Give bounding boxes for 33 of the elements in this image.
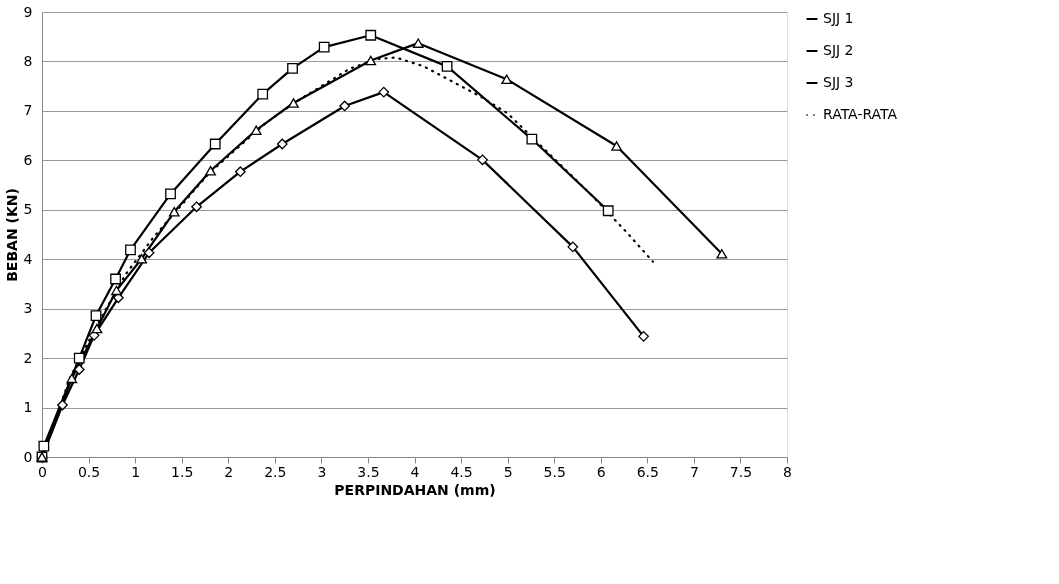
y-tick-label: 8	[23, 52, 33, 69]
y-tick-label: 3	[23, 300, 33, 317]
y-tick-label: 4	[23, 250, 33, 267]
x-tick-label: 6.5	[636, 463, 659, 480]
y-axis-title: BEBAN (KN)	[3, 188, 20, 282]
x-tick-label: 3.5	[357, 463, 380, 480]
y-tick-label: 7	[23, 102, 33, 119]
x-tick-label: 7.5	[729, 463, 753, 480]
y-tick-label: 0	[23, 448, 33, 465]
x-tick-label: 4	[410, 463, 420, 480]
x-tick-label: 8	[783, 463, 792, 480]
x-tick-label: 1	[131, 463, 141, 480]
y-tick-label: 1	[23, 399, 33, 416]
x-tick-label: 0.5	[77, 463, 101, 480]
legend-label: SJJ 2	[823, 42, 854, 58]
x-tick-label: 7	[689, 463, 699, 480]
x-axis-title: PERPINDAHAN (mm)	[334, 481, 496, 498]
y-tick-label: 6	[23, 151, 33, 168]
legend-label: SJJ 1	[823, 10, 854, 26]
legend-label: RATA-RATA	[823, 106, 898, 122]
x-tick-label: 2	[224, 463, 234, 480]
x-tick-label: 2.5	[264, 463, 287, 480]
legend-label: SJJ 3	[823, 74, 854, 90]
x-tick-label: 1.5	[171, 463, 194, 480]
x-tick-label: 0	[38, 463, 47, 480]
y-tick-label: 2	[23, 349, 33, 366]
x-tick-label: 4.5	[450, 463, 473, 480]
y-tick-label: 9	[23, 3, 33, 20]
y-tick-label: 5	[23, 201, 33, 218]
x-tick-label: 5.5	[543, 463, 566, 480]
x-tick-label: 3	[317, 463, 327, 480]
x-tick-label: 5	[503, 463, 513, 480]
x-tick-label: 6	[596, 463, 606, 480]
